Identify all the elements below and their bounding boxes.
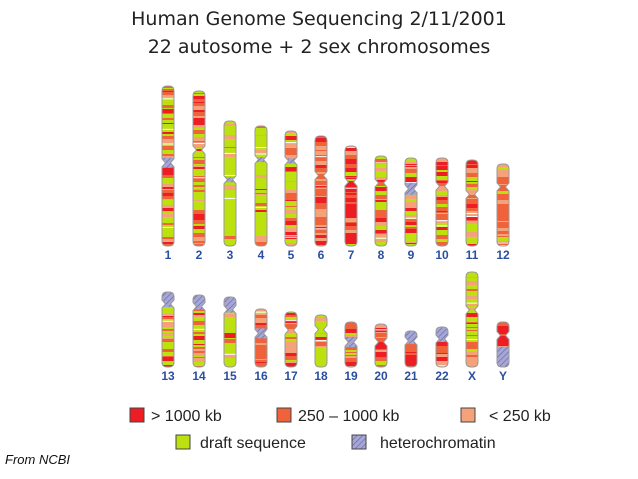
chromosome-label: 10 bbox=[435, 248, 449, 262]
chromosome-label: 13 bbox=[161, 369, 175, 383]
chromosome-label: 20 bbox=[374, 369, 388, 383]
legend-swatch bbox=[351, 434, 367, 450]
legend-label: heterochromatin bbox=[380, 435, 496, 452]
chromosome-12: 12 bbox=[496, 163, 510, 262]
chromosome-bands bbox=[285, 312, 297, 367]
legend-label: < 250 kb bbox=[489, 408, 551, 425]
chromosome-18: 18 bbox=[314, 314, 328, 383]
chromosome-bands bbox=[255, 126, 267, 246]
chromosome-label: 21 bbox=[404, 369, 418, 383]
chromosome-bands bbox=[405, 331, 417, 367]
chromosome-label: Y bbox=[499, 369, 507, 383]
chromosome-14: 14 bbox=[192, 294, 206, 383]
chromosome-bands bbox=[436, 327, 448, 367]
chromosome-9: 9 bbox=[404, 157, 418, 262]
chromosome-bands bbox=[162, 292, 174, 367]
legend-item-large: > 1000 kb bbox=[129, 407, 222, 425]
chromosome-bands bbox=[497, 164, 509, 246]
legend-swatch bbox=[175, 434, 191, 450]
chromosome-20: 20 bbox=[374, 323, 388, 383]
chromosome-8: 8 bbox=[374, 155, 388, 262]
chromosome-label: 3 bbox=[227, 248, 234, 262]
chromosome-label: 9 bbox=[408, 248, 415, 262]
chromosome-label: 2 bbox=[196, 248, 203, 262]
chromosome-15: 15 bbox=[223, 296, 237, 383]
chromosome-22: 22 bbox=[435, 326, 449, 383]
chromosome-11: 11 bbox=[465, 159, 479, 262]
chromosome-3: 3 bbox=[223, 120, 237, 262]
chromosome-bands bbox=[405, 158, 417, 246]
chromosome-bands bbox=[255, 309, 267, 367]
chromosome-label: 1 bbox=[165, 248, 172, 262]
legend-swatch bbox=[460, 407, 476, 423]
chromosome-bands bbox=[466, 272, 478, 367]
legend-item-small: < 250 kb bbox=[460, 407, 551, 425]
chromosome-2: 2 bbox=[192, 90, 206, 262]
chromosome-label: 19 bbox=[344, 369, 358, 383]
chromosome-19: 19 bbox=[344, 321, 358, 383]
chromosome-10: 10 bbox=[435, 157, 449, 262]
chromosome-label: 17 bbox=[284, 369, 298, 383]
chromosome-label: 15 bbox=[223, 369, 237, 383]
chromosome-bands bbox=[345, 322, 357, 367]
legend-label: draft sequence bbox=[200, 435, 306, 452]
chromosome-bands bbox=[497, 322, 509, 367]
chromosome-6: 6 bbox=[314, 135, 328, 262]
title-line-1: Human Genome Sequencing 2/11/2001 bbox=[131, 8, 507, 30]
chromosome-5: 5 bbox=[284, 130, 298, 262]
legend-item-draft: draft sequence bbox=[175, 434, 306, 452]
legend-label: > 1000 kb bbox=[151, 408, 222, 425]
chromosome-label: 14 bbox=[192, 369, 206, 383]
chromosome-bands bbox=[315, 136, 327, 246]
chromosome-bands bbox=[345, 146, 357, 246]
chromosome-label: 7 bbox=[348, 248, 355, 262]
title-line-2: 22 autosome + 2 sex chromosomes bbox=[147, 36, 491, 58]
chromosome-label: 8 bbox=[378, 248, 385, 262]
chromosome-13: 13 bbox=[161, 291, 175, 383]
chromosome-label: 16 bbox=[254, 369, 268, 383]
chromosome-label: 12 bbox=[496, 248, 510, 262]
chromosome-bands bbox=[224, 121, 236, 246]
source-credit: From NCBI bbox=[5, 452, 70, 467]
chromosome-label: 6 bbox=[318, 248, 325, 262]
legend-item-hetero: heterochromatin bbox=[351, 434, 496, 452]
chromosome-bands bbox=[193, 91, 205, 246]
chromosome-1: 1 bbox=[161, 85, 175, 262]
chromosome-label: 4 bbox=[258, 248, 265, 262]
chromosome-bands bbox=[375, 324, 387, 367]
chromosome-bands bbox=[466, 160, 478, 246]
chromosome-bands bbox=[224, 297, 236, 367]
chromosome-label: 5 bbox=[288, 248, 295, 262]
chromosome-label: 22 bbox=[435, 369, 449, 383]
chromosome-y: Y bbox=[496, 321, 510, 383]
chromosome-bands bbox=[162, 86, 174, 246]
chromosome-bands bbox=[315, 315, 327, 367]
legend-item-mid: 250 – 1000 kb bbox=[276, 407, 400, 425]
chromosome-bands bbox=[193, 295, 205, 367]
legend-swatch bbox=[276, 407, 292, 423]
chromosome-17: 17 bbox=[284, 311, 298, 383]
chromosome-label: X bbox=[468, 369, 476, 383]
chromosome-bands bbox=[285, 131, 297, 246]
chromosome-7: 7 bbox=[344, 145, 358, 262]
chromosome-21: 21 bbox=[404, 330, 418, 383]
chromosome-x: X bbox=[465, 271, 479, 383]
legend-swatch bbox=[129, 407, 145, 423]
chromosome-bands bbox=[436, 158, 448, 246]
chromosome-bands bbox=[375, 156, 387, 246]
chromosome-4: 4 bbox=[254, 125, 268, 262]
chromosome-label: 18 bbox=[314, 369, 328, 383]
legend-label: 250 – 1000 kb bbox=[298, 408, 400, 425]
chromosome-label: 11 bbox=[466, 248, 479, 262]
chromosome-16: 16 bbox=[254, 308, 268, 383]
